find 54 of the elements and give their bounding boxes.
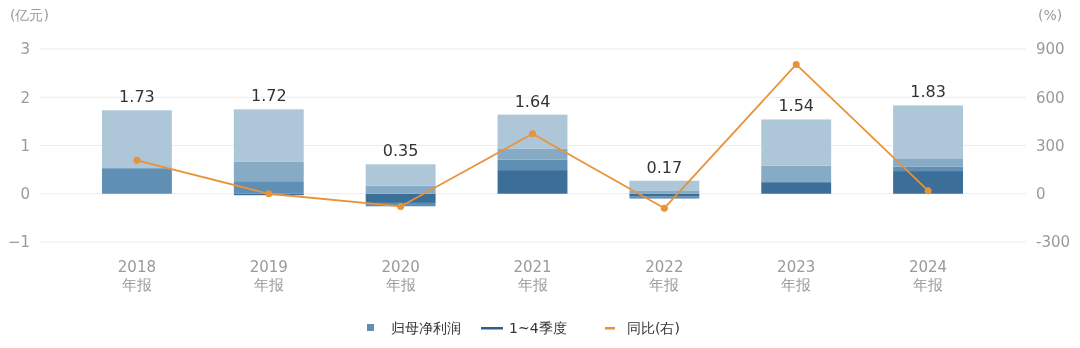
- bar: [233, 161, 304, 182]
- legend-label: 归母净利润: [391, 320, 461, 336]
- point: [265, 190, 273, 198]
- point: [792, 60, 800, 68]
- bar: [365, 185, 436, 194]
- total-label: 1.73: [119, 87, 155, 107]
- y2-tick-label: 600: [1036, 88, 1065, 107]
- y-tick-label: 0: [20, 185, 30, 203]
- y-tick-label: −1: [7, 233, 30, 252]
- total-label: 1.72: [250, 86, 287, 106]
- legend-label: 同比(右): [627, 320, 680, 336]
- bar: [893, 105, 964, 160]
- bar: [761, 182, 832, 194]
- bar: [497, 170, 568, 194]
- y2-axis-title: (%): [1038, 7, 1063, 23]
- x-tick-label: 2019 年报: [249, 258, 288, 294]
- bar: [101, 110, 172, 169]
- bar: [497, 114, 568, 149]
- total-label: 1.64: [514, 91, 551, 111]
- bar: [893, 166, 964, 172]
- y2-tick-label: 0: [1036, 185, 1046, 203]
- point: [529, 130, 536, 138]
- y-tick-label: 2: [20, 88, 30, 107]
- bar: [365, 164, 436, 186]
- bar: [761, 119, 832, 166]
- x-tick-label: 2020 年报: [381, 258, 420, 294]
- y-axis-title: (亿元): [10, 7, 49, 23]
- point: [133, 156, 141, 164]
- bar: [233, 109, 304, 162]
- x-tick-label: 2024 年报: [908, 258, 948, 294]
- x-tick-label: 2018 年报: [117, 258, 157, 294]
- y2-tick-label: -300: [1036, 233, 1071, 252]
- point: [660, 204, 668, 212]
- y-tick-label: 3: [20, 40, 30, 59]
- text: 1~4季度: [509, 320, 567, 336]
- y-tick-label: 1: [20, 136, 30, 155]
- total-label: 0.35: [382, 141, 419, 161]
- point: [924, 187, 932, 195]
- y2-tick-label: 900: [1036, 40, 1065, 59]
- bar: [365, 193, 436, 203]
- x-tick-label: 2023 年报: [777, 258, 816, 294]
- bar: [233, 181, 304, 194]
- bar: [893, 159, 964, 167]
- y2-tick-label: 300: [1036, 136, 1065, 155]
- bar: [761, 165, 832, 183]
- total-label: 0.17: [646, 157, 683, 177]
- point: [397, 202, 405, 210]
- bar: [101, 168, 172, 194]
- bar: [497, 159, 568, 171]
- total-label: 1.54: [778, 96, 815, 116]
- x-tick-label: 2022 年报: [645, 258, 684, 294]
- bar: [893, 171, 964, 194]
- total-label: 1.83: [910, 82, 946, 102]
- x-tick-label: 2021 年报: [513, 258, 552, 294]
